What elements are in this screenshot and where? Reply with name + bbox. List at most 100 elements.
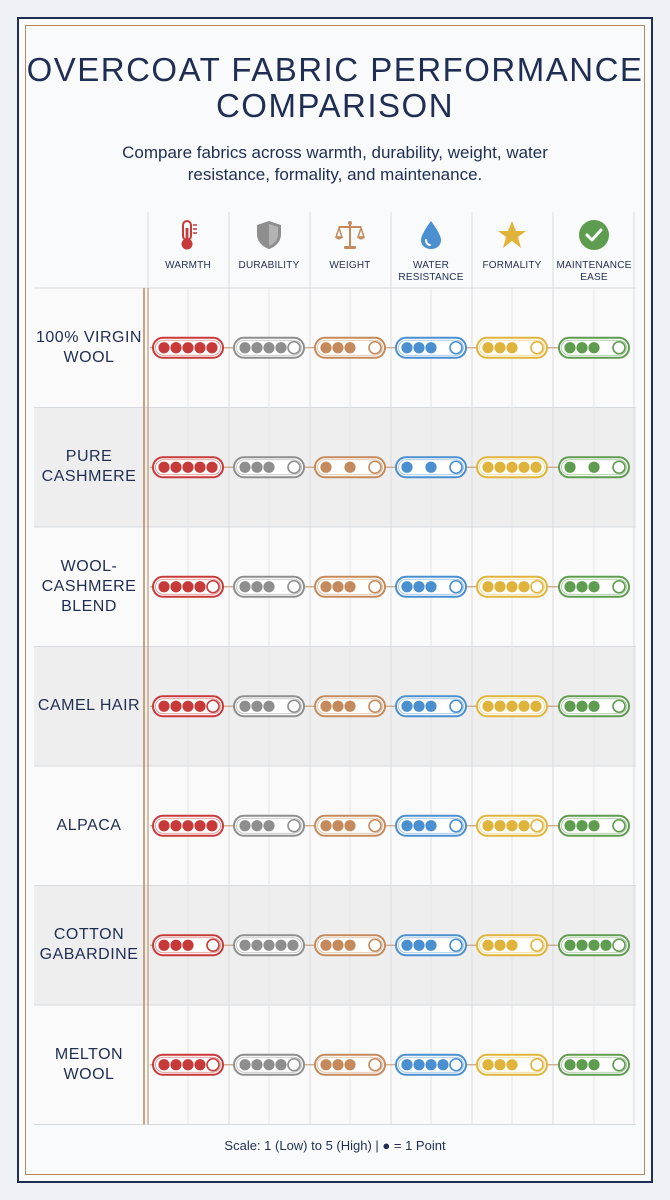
rating-dot-filled xyxy=(206,342,218,354)
rating-dot-filled xyxy=(401,461,413,473)
water-drop-icon xyxy=(391,218,471,252)
rating-dot-filled xyxy=(275,939,287,951)
rating-dot-filled xyxy=(332,1059,344,1071)
rating-dot-empty xyxy=(530,579,544,594)
rating-pill-inner xyxy=(479,937,545,954)
rating-dot-filled xyxy=(576,342,588,354)
rating-dot-filled xyxy=(588,939,600,951)
rating-dot-filled xyxy=(239,1059,251,1071)
rating-dot-filled xyxy=(332,700,344,712)
column-label: DURABILITY xyxy=(238,260,300,271)
column-header-maintenance: MAINTENANCE EASE xyxy=(554,218,634,284)
rating-dot-filled xyxy=(332,342,344,354)
fabric-label: PURE CASHMERE xyxy=(34,408,144,527)
rating-dot-filled xyxy=(263,342,275,354)
rating-dot-empty xyxy=(612,460,626,475)
rating-dot-filled xyxy=(194,342,206,354)
fabric-label: COTTON GABARDINE xyxy=(34,886,144,1005)
rating-pill-inner xyxy=(398,698,464,715)
rating-dot-filled xyxy=(506,700,518,712)
column-label: FORMALITY xyxy=(482,260,542,271)
rating-pill-inner xyxy=(236,698,302,715)
fabric-name: CAMEL HAIR xyxy=(37,697,141,714)
rating-dot-filled xyxy=(332,581,344,593)
rating-dot-filled xyxy=(588,342,600,354)
rating-dot-filled xyxy=(401,1059,413,1071)
rating-pill-inner xyxy=(479,698,545,715)
fabric-name: WOOL-CASHMERE BLEND xyxy=(41,557,137,615)
rating-pill-inner xyxy=(398,817,464,834)
rating-dot-empty xyxy=(449,460,463,475)
rating-dot-filled xyxy=(158,820,170,832)
rating-dot-filled xyxy=(425,461,437,473)
rating-dot-filled xyxy=(494,461,506,473)
fabric-name: ALPACA xyxy=(56,816,122,834)
rating-dot-empty xyxy=(287,340,301,355)
thermometer-icon xyxy=(148,218,228,252)
rating-dot-filled xyxy=(263,700,275,712)
rating-dot-filled xyxy=(263,581,275,593)
rating-dot-filled xyxy=(494,939,506,951)
rating-dot-filled xyxy=(401,581,413,593)
fabric-label: 100% VIRGIN WOOL xyxy=(34,288,144,407)
rating-dot-filled xyxy=(413,342,425,354)
rating-dot-empty xyxy=(287,460,301,475)
fabric-label: WOOL-CASHMERE BLEND xyxy=(34,527,144,646)
rating-pill-inner xyxy=(398,459,464,476)
rating-pill-inner xyxy=(479,459,545,476)
rating-dot-filled xyxy=(401,342,413,354)
rating-dot-filled xyxy=(194,1059,206,1071)
rating-dot-filled xyxy=(170,700,182,712)
inner-frame xyxy=(25,25,645,1175)
rating-dot-filled xyxy=(518,820,530,832)
rating-dot-filled xyxy=(494,1059,506,1071)
page-title: OVERCOAT FABRIC PERFORMANCE COMPARISON xyxy=(26,51,644,124)
column-header-warmth: WARMTH xyxy=(148,218,228,272)
rating-dot-filled xyxy=(506,939,518,951)
rating-dot-empty xyxy=(449,579,463,594)
rating-dot-filled xyxy=(576,700,588,712)
rating-pill-inner xyxy=(155,339,221,356)
rating-dot-filled xyxy=(320,461,332,473)
rating-dot-filled xyxy=(344,461,356,473)
scale-legend: Scale: 1 (Low) to 5 (High) | ● = 1 Point xyxy=(224,1138,446,1153)
rating-pill-inner xyxy=(561,937,627,954)
rating-dot-empty xyxy=(287,818,301,833)
rating-dot-filled xyxy=(170,939,182,951)
rating-pill-inner xyxy=(561,698,627,715)
rating-dot-empty xyxy=(530,1057,544,1072)
rating-dot-filled xyxy=(518,581,530,593)
scale-icon xyxy=(310,218,390,252)
rating-dot-filled xyxy=(494,342,506,354)
rating-dot-filled xyxy=(182,342,194,354)
rating-dot-filled xyxy=(494,820,506,832)
rating-dot-filled xyxy=(239,342,251,354)
page-subtitle: Compare fabrics across warmth, durabilit… xyxy=(122,143,548,184)
rating-dot-filled xyxy=(437,1059,449,1071)
rating-dot-filled xyxy=(413,1059,425,1071)
rating-dot-filled xyxy=(588,700,600,712)
rating-dot-empty xyxy=(449,340,463,355)
rating-dot-filled xyxy=(564,700,576,712)
rating-pill-inner xyxy=(317,339,383,356)
rating-dot-filled xyxy=(494,581,506,593)
rating-pill-inner xyxy=(236,339,302,356)
rating-dot-filled xyxy=(425,1059,437,1071)
rating-dot-filled xyxy=(320,581,332,593)
rating-pill-inner xyxy=(236,578,302,595)
rating-dot-empty xyxy=(287,579,301,594)
rating-dot-filled xyxy=(320,820,332,832)
rating-dot-filled xyxy=(506,342,518,354)
rating-dot-filled xyxy=(530,461,542,473)
rating-dot-filled xyxy=(251,342,263,354)
fabric-name: PURE CASHMERE xyxy=(41,448,137,485)
rating-dot-filled xyxy=(425,820,437,832)
rating-dot-filled xyxy=(275,342,287,354)
rating-dot-empty xyxy=(368,818,382,833)
rating-dot-filled xyxy=(482,581,494,593)
rating-dot-filled xyxy=(251,1059,263,1071)
column-label: WEIGHT xyxy=(329,260,371,271)
rating-dot-filled xyxy=(251,581,263,593)
rating-dot-filled xyxy=(263,820,275,832)
